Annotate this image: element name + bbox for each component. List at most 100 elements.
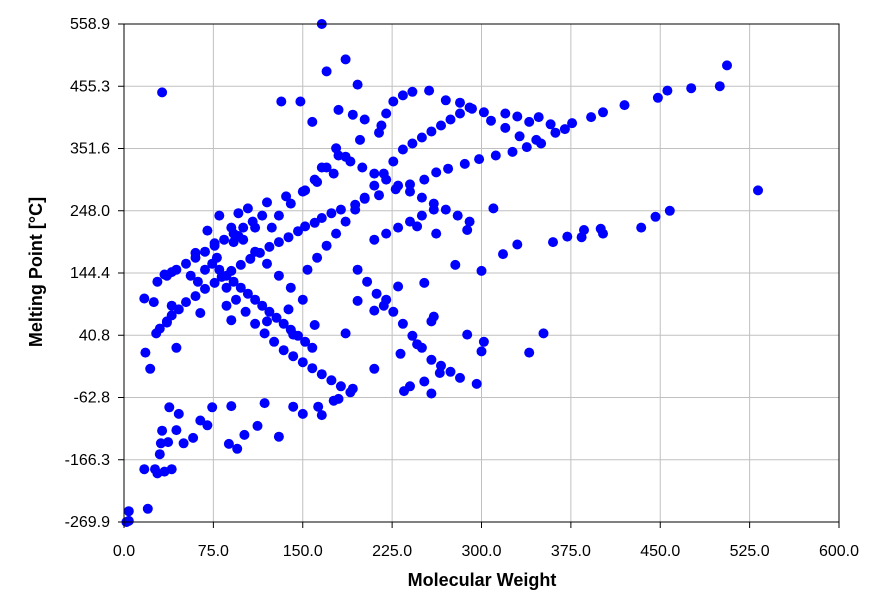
data-point bbox=[161, 270, 172, 281]
data-point bbox=[207, 258, 218, 269]
data-point bbox=[288, 351, 299, 362]
data-point bbox=[157, 87, 168, 98]
data-point bbox=[181, 258, 191, 269]
data-point bbox=[347, 109, 358, 120]
data-point bbox=[476, 346, 487, 357]
data-point bbox=[195, 308, 206, 318]
data-point bbox=[326, 208, 337, 219]
data-point bbox=[321, 240, 332, 251]
data-point bbox=[419, 376, 430, 387]
data-point bbox=[295, 96, 306, 107]
data-point bbox=[297, 186, 308, 197]
data-point bbox=[478, 336, 489, 347]
data-point bbox=[462, 329, 473, 340]
data-point bbox=[393, 222, 404, 233]
data-point bbox=[264, 241, 275, 252]
data-point bbox=[388, 306, 399, 317]
data-point bbox=[405, 216, 415, 227]
x-axis-ticks: 0.0 75.0 150.0 225.0 300.0 375.0 450.0 525.0 600… bbox=[113, 522, 859, 560]
data-point bbox=[207, 402, 218, 413]
data-point bbox=[185, 270, 196, 281]
data-point bbox=[221, 282, 232, 293]
data-point bbox=[548, 237, 558, 248]
data-point bbox=[350, 204, 361, 215]
data-point bbox=[650, 211, 661, 222]
data-point bbox=[393, 281, 404, 292]
data-point bbox=[273, 270, 284, 281]
data-point bbox=[524, 347, 535, 358]
data-point bbox=[164, 402, 175, 413]
data-point bbox=[328, 168, 339, 179]
data-point bbox=[293, 226, 303, 237]
data-point bbox=[219, 234, 230, 245]
data-point bbox=[333, 104, 344, 115]
data-point bbox=[240, 306, 251, 317]
data-point bbox=[562, 231, 573, 242]
data-point bbox=[636, 222, 647, 233]
data-point bbox=[307, 342, 318, 353]
data-point bbox=[154, 449, 165, 460]
data-point bbox=[407, 330, 418, 341]
data-point bbox=[250, 246, 261, 257]
data-points bbox=[121, 19, 763, 527]
y-tick-label: -166.3 bbox=[65, 452, 110, 469]
data-point bbox=[359, 114, 370, 125]
x-tick-label: 150.0 bbox=[283, 543, 323, 560]
x-tick-label: 600.0 bbox=[819, 543, 859, 560]
x-tick-label: 75.0 bbox=[198, 543, 229, 560]
data-point bbox=[214, 210, 225, 221]
data-point bbox=[163, 437, 174, 448]
data-point bbox=[281, 191, 292, 202]
data-point bbox=[369, 180, 380, 191]
data-point bbox=[190, 252, 201, 263]
data-point bbox=[476, 265, 487, 276]
data-point bbox=[455, 372, 465, 383]
data-point bbox=[486, 115, 496, 126]
data-point bbox=[257, 210, 268, 221]
data-point bbox=[293, 330, 303, 341]
data-point bbox=[316, 213, 327, 223]
data-point bbox=[250, 318, 261, 329]
data-point bbox=[407, 86, 418, 97]
data-point bbox=[307, 116, 318, 127]
data-point bbox=[538, 328, 549, 339]
data-point bbox=[245, 253, 256, 264]
data-point bbox=[464, 102, 475, 113]
data-point bbox=[252, 420, 263, 431]
data-point bbox=[388, 96, 399, 107]
data-point bbox=[550, 127, 561, 138]
data-point bbox=[664, 205, 675, 216]
data-point bbox=[393, 180, 404, 191]
data-point bbox=[464, 216, 475, 227]
data-point bbox=[452, 210, 463, 221]
data-point bbox=[202, 225, 213, 236]
data-point bbox=[333, 393, 344, 404]
data-point bbox=[171, 342, 182, 353]
data-point bbox=[428, 311, 439, 322]
y-axis-label: Melting Point [°C] bbox=[26, 197, 46, 347]
data-point bbox=[419, 277, 430, 288]
data-point bbox=[357, 162, 368, 173]
data-point bbox=[381, 108, 392, 119]
data-point bbox=[321, 66, 332, 77]
data-point bbox=[500, 122, 511, 133]
data-point bbox=[300, 221, 311, 232]
data-point bbox=[262, 316, 272, 327]
data-point bbox=[471, 378, 482, 389]
data-point bbox=[195, 415, 206, 426]
data-point bbox=[362, 276, 373, 287]
data-point bbox=[148, 297, 159, 308]
data-point bbox=[166, 464, 177, 475]
data-point bbox=[355, 134, 365, 145]
data-point bbox=[302, 264, 313, 275]
data-point bbox=[262, 197, 272, 208]
data-point bbox=[381, 294, 392, 305]
data-point bbox=[352, 79, 363, 90]
data-point bbox=[416, 210, 427, 221]
data-point bbox=[140, 347, 151, 358]
data-point bbox=[376, 120, 387, 131]
data-point bbox=[474, 154, 485, 165]
data-point bbox=[369, 234, 380, 245]
data-point bbox=[190, 291, 201, 302]
